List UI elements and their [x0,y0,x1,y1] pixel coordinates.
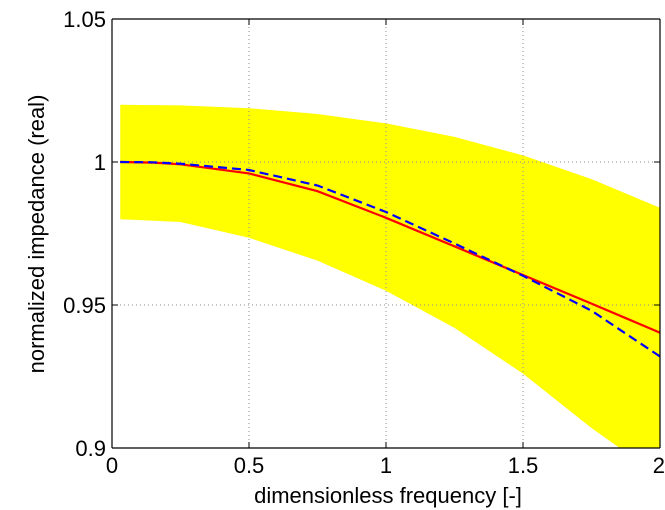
tick-labels: 0 0.5 1 1.5 2 0.9 0.95 1 1.05 [63,7,665,478]
series-layer [120,160,660,358]
confidence-band [120,104,660,448]
series-line-dashed [120,160,660,358]
x-axis-label: dimensionless frequency [-] [254,483,522,508]
y-tick-label: 0.95 [63,293,106,318]
x-tick-label: 2 [653,453,665,478]
y-tick-label: 0.9 [75,436,106,461]
y-tick-label: 1.05 [63,7,106,32]
axes-frame [111,18,661,449]
x-tick-label: 0 [106,453,118,478]
grid [112,19,660,448]
x-tick-label: 0.5 [234,453,265,478]
y-axis-label: normalized impedance (real) [24,95,49,374]
y-tick-label: 1 [94,150,106,175]
x-tick-label: 1.5 [508,453,539,478]
uncertainty-band [120,104,660,448]
x-tick-label: 1 [380,453,392,478]
